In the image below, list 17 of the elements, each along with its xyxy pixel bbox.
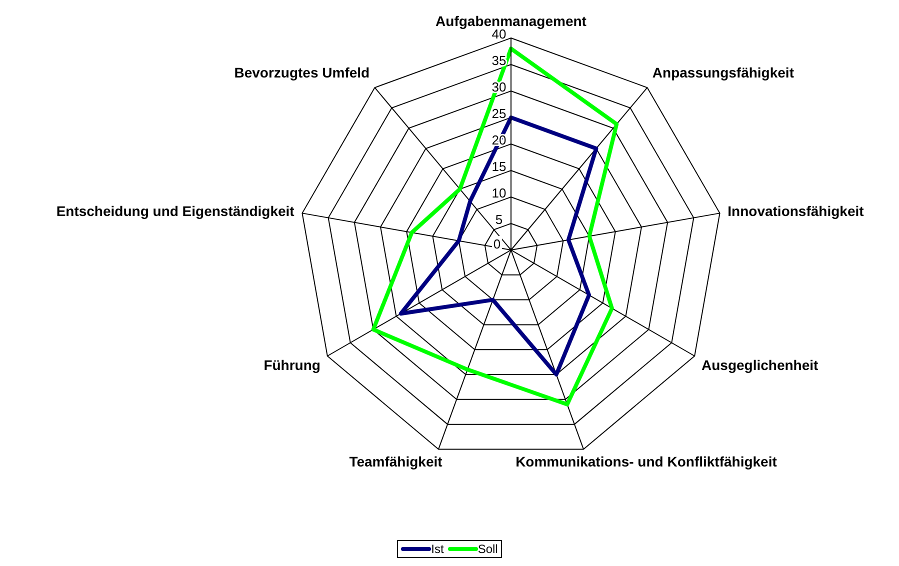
legend-label: Ist [431,542,444,556]
legend-label: Soll [478,542,498,556]
y-tick-label: 25 [492,106,506,121]
spoke-label: Führung [264,357,320,373]
spoke-label: Bevorzugtes Umfeld [234,64,370,80]
y-tick-label: 5 [495,212,503,227]
spoke-label: Innovationsfähigkeit [728,202,864,219]
y-tick-label: 0 [493,236,501,252]
spoke-label: Ausgeglichenheit [702,357,819,373]
y-tick-label: 10 [492,186,506,200]
spoke-label: Teamfähigkeit [349,454,443,470]
spoke-label: Anpassungsfähigkeit [652,64,794,80]
spoke-label: Entscheidung und Eigenständigkeit [56,202,295,219]
y-tick-label: 40 [492,26,506,42]
spoke-label: Aufgabenmanagement [436,13,587,29]
y-tick-label: 15 [492,159,506,174]
spoke-label: Kommunikations- und Konfliktfähigkeit [516,454,778,470]
